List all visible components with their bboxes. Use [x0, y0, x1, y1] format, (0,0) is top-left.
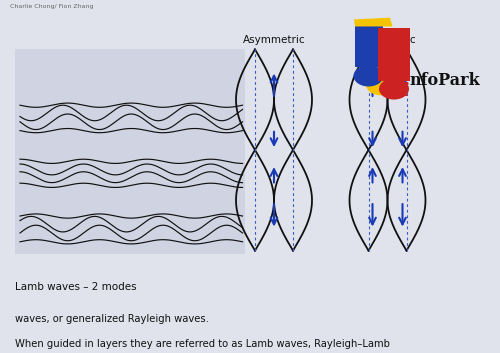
Text: Symmetric: Symmetric	[359, 35, 416, 45]
Text: When guided in layers they are referred to as Lamb waves, Rayleigh–Lamb: When guided in layers they are referred …	[15, 339, 390, 349]
Circle shape	[354, 65, 384, 86]
FancyBboxPatch shape	[355, 25, 382, 67]
Text: Asymmetric: Asymmetric	[242, 35, 306, 45]
FancyBboxPatch shape	[15, 49, 245, 254]
Polygon shape	[354, 18, 393, 26]
Text: Charlie Chong/ Fion Zhang: Charlie Chong/ Fion Zhang	[10, 4, 94, 9]
Circle shape	[379, 78, 409, 100]
Text: waves, or generalized Rayleigh waves.: waves, or generalized Rayleigh waves.	[15, 314, 209, 324]
Text: Lamb waves – 2 modes: Lamb waves – 2 modes	[15, 282, 136, 292]
Text: nfoPark: nfoPark	[409, 72, 480, 89]
FancyBboxPatch shape	[378, 28, 410, 81]
Text: i: i	[402, 82, 409, 100]
Circle shape	[366, 74, 396, 95]
